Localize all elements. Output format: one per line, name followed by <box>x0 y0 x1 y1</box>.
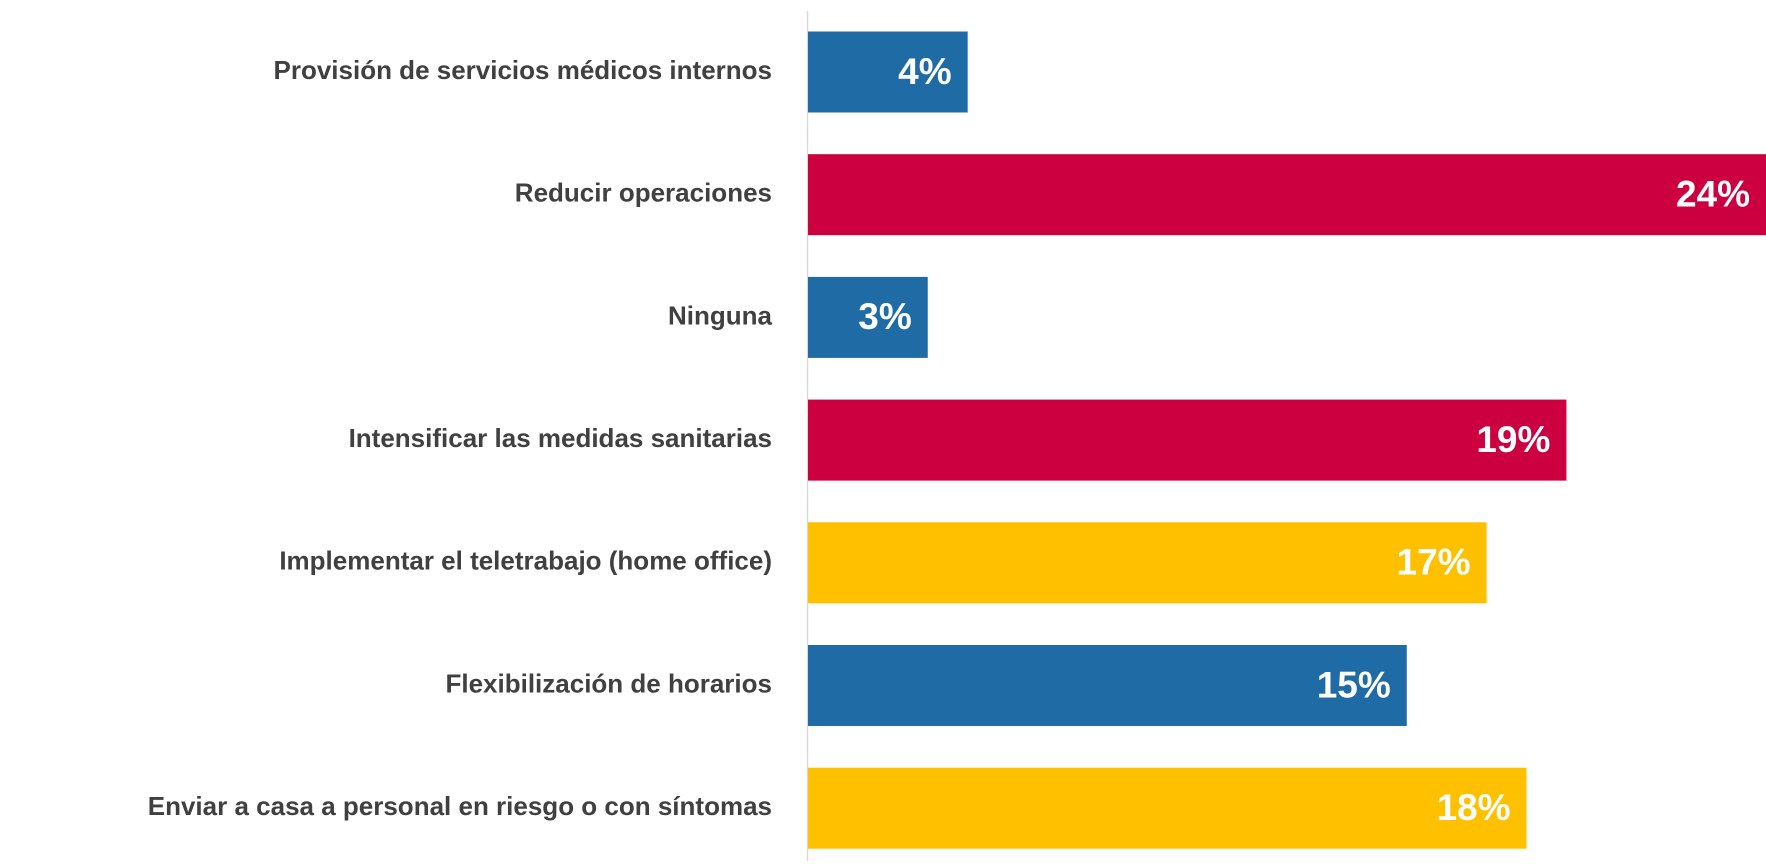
bar <box>808 154 1766 236</box>
value-label: 3% <box>858 296 911 337</box>
bar <box>808 522 1487 604</box>
value-label: 18% <box>1436 787 1510 828</box>
value-label: 4% <box>898 51 951 92</box>
category-label: Flexibilización de horarios <box>445 668 772 698</box>
bar <box>808 645 1407 726</box>
bar <box>808 399 1567 481</box>
category-label: Provisión de servicios médicos internos <box>273 55 772 85</box>
category-label: Implementar el teletrabajo (home office) <box>279 546 772 576</box>
bar <box>808 767 1527 849</box>
category-label: Intensificar las medidas sanitarias <box>349 423 772 453</box>
value-label: 24% <box>1676 173 1750 214</box>
bar <box>808 31 968 113</box>
value-label: 19% <box>1476 419 1550 460</box>
bar <box>808 276 928 358</box>
category-label: Ninguna <box>668 300 773 330</box>
value-label: 15% <box>1317 664 1391 705</box>
value-label: 17% <box>1397 542 1471 583</box>
category-label: Reducir operaciones <box>515 178 772 208</box>
category-label: Enviar a casa a personal en riesgo o con… <box>148 791 772 821</box>
